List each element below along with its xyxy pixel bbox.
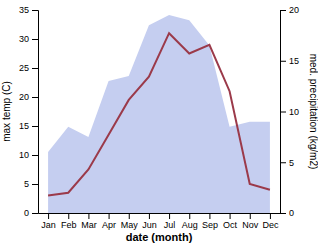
tick-mark	[88, 213, 89, 219]
line	[48, 33, 270, 195]
tick-mark	[280, 112, 286, 113]
tick-mark	[280, 162, 286, 163]
tick-mark	[189, 213, 190, 219]
tick-mark	[169, 213, 170, 219]
tick: 35	[19, 5, 38, 15]
tick-label: 0	[24, 208, 29, 218]
tick: 20	[19, 92, 38, 102]
tick-label: Aug	[182, 220, 198, 230]
axis-line	[32, 11, 39, 214]
tick: 0	[280, 208, 294, 218]
x-axis: Jan Feb Mar Apr MayJun Jul Aug Sep Oct NovDec	[39, 213, 281, 230]
tick-label: 0	[289, 208, 294, 218]
tick-mark	[32, 97, 38, 98]
tick-mark	[230, 213, 231, 219]
tick: 10	[280, 107, 299, 117]
tick-mark	[32, 68, 38, 69]
tick-label: Jul	[164, 220, 176, 230]
y2-axis-title: med. precipitation (kg/m2)	[308, 54, 318, 170]
tick-label: 10	[289, 107, 299, 117]
tick-mark	[129, 213, 130, 219]
axis-line	[281, 11, 287, 214]
tick-label: Oct	[223, 220, 238, 230]
tick-label: Jan	[41, 220, 56, 230]
area	[48, 15, 270, 213]
tick: 5	[24, 179, 38, 189]
tick-mark	[32, 213, 38, 214]
tick-mark	[68, 213, 69, 219]
tick: Jul	[164, 213, 176, 230]
tick-label: 15	[19, 121, 29, 131]
tick-mark	[270, 213, 271, 219]
tick-mark	[32, 184, 38, 185]
tick: Jun	[142, 213, 157, 230]
tick-label: Apr	[102, 220, 116, 230]
x-axis-title: date (month)	[126, 231, 193, 243]
plot	[48, 15, 270, 213]
tick-label: 5	[24, 179, 29, 189]
tick-label: 35	[19, 5, 29, 15]
tick-label: May	[121, 220, 139, 230]
tick-label: 5	[289, 158, 294, 168]
y2-axis: 0 5 10 15 20	[280, 5, 299, 218]
tick: 15	[19, 121, 38, 131]
tick: Jan	[41, 213, 56, 230]
tick: 20	[280, 5, 299, 15]
tick: 30	[19, 34, 38, 44]
tick-mark	[32, 10, 38, 11]
tick: Nov	[242, 213, 259, 230]
tick-label: Sep	[202, 220, 218, 230]
tick-mark	[250, 213, 251, 219]
tick: 0	[24, 208, 38, 218]
tick-mark	[209, 213, 210, 219]
tick: Feb	[61, 213, 77, 230]
tick-label: Mar	[81, 220, 97, 230]
y-axis: 0 5 10 15 20 25 30 35	[19, 5, 39, 218]
chart: 0 5 10 15 20 25 30 35 0 5 10 15 20 Jan Feb Mar Apr MayJun…	[0, 0, 318, 247]
tick-mark	[32, 126, 38, 127]
axis-line	[39, 213, 281, 214]
tick-mark	[48, 213, 49, 219]
tick-mark	[149, 213, 150, 219]
tick: Apr	[102, 213, 116, 230]
tick-label: Dec	[262, 220, 279, 230]
tick: 5	[280, 158, 294, 168]
tick: 15	[280, 56, 299, 66]
tick: 25	[19, 63, 38, 73]
tick-mark	[280, 213, 286, 214]
tick: Oct	[223, 213, 238, 230]
tick-label: Jun	[142, 220, 157, 230]
tick-mark	[32, 155, 38, 156]
tick: Sep	[202, 213, 218, 230]
tick-mark	[109, 213, 110, 219]
tick: Dec	[262, 213, 279, 230]
tick-label: Feb	[61, 220, 77, 230]
tick-label: 10	[19, 150, 29, 160]
tick: Aug	[182, 213, 198, 230]
tick-label: 20	[289, 5, 299, 15]
tick-label: Nov	[242, 220, 259, 230]
tick: May	[121, 213, 139, 230]
tick-mark	[280, 61, 286, 62]
tick-label: 20	[19, 92, 29, 102]
y-axis-title: max temp (C)	[1, 81, 12, 142]
tick-label: 15	[289, 56, 299, 66]
tick: 10	[19, 150, 38, 160]
tick-mark	[32, 39, 38, 40]
tick-label: 25	[19, 63, 29, 73]
tick-label: 30	[19, 34, 29, 44]
marks	[48, 15, 270, 213]
tick: Mar	[81, 213, 97, 230]
tick-mark	[280, 10, 286, 11]
